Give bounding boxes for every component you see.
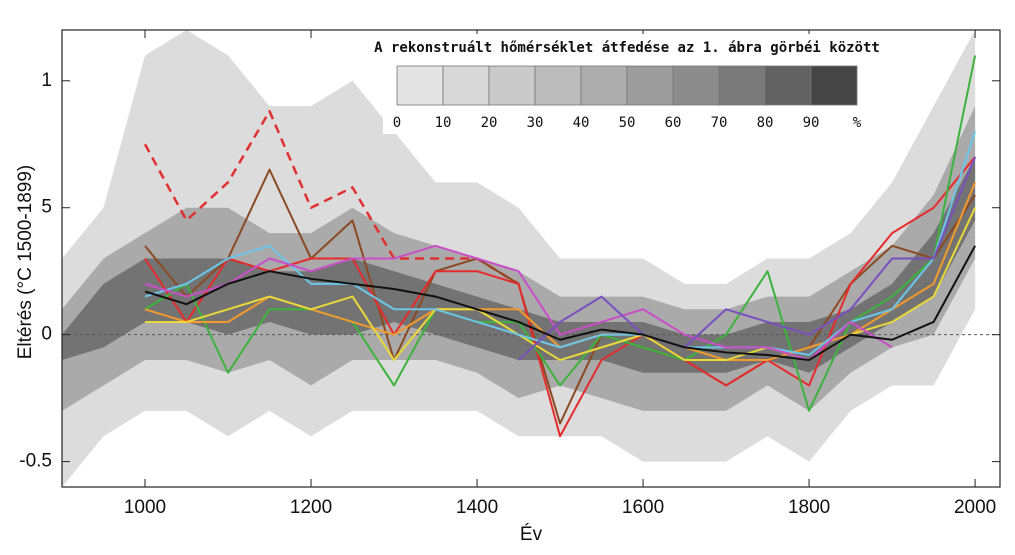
colorbar-box [764, 65, 812, 106]
colorbar-tick-label: 50 [619, 115, 636, 131]
colorbar-box [534, 65, 582, 106]
series-line [143, 109, 520, 285]
colorbar-tick-label: 30 [527, 115, 544, 131]
series-line [144, 168, 976, 425]
colorbar-box [718, 65, 766, 106]
series-line [144, 244, 893, 362]
colorbar-box [396, 65, 444, 106]
colorbar-box [626, 65, 674, 106]
x-tick-label: 1000 [124, 497, 166, 518]
y-tick-label: 5 [41, 197, 52, 218]
overlap-band [62, 156, 976, 373]
y-axis-label: Eltérés (°C 1500-1899) [15, 165, 36, 360]
x-tick-label: 1600 [622, 497, 664, 518]
colorbar: A rekonstruált hőmérséklet átfedése az 1… [374, 34, 880, 134]
series-line [517, 156, 977, 361]
x-tick-label: 1200 [290, 497, 332, 518]
plot-frame [61, 29, 1001, 488]
colorbar-unit: % [853, 115, 862, 131]
x-tick-label: 1400 [456, 497, 498, 518]
colorbar-tick-label: 10 [435, 115, 452, 131]
y-tick-label: -0.5 [19, 451, 52, 472]
y-tick-label: 1 [41, 70, 52, 91]
x-tick-label: 2000 [954, 497, 996, 518]
colorbar-tick-label: 60 [665, 115, 682, 131]
y-tick-label: 0 [41, 324, 52, 345]
series-line [144, 131, 977, 356]
colorbar-tick-label: 40 [573, 115, 590, 131]
colorbar-tick-label: 20 [481, 115, 498, 131]
colorbar-tick-label: 90 [803, 115, 820, 131]
series-line [144, 245, 976, 362]
colorbar-tick-label: 80 [757, 115, 774, 131]
colorbar-box [810, 65, 858, 106]
colorbar-box [442, 65, 490, 106]
colorbar-box [672, 65, 720, 106]
x-axis-label: Év [520, 524, 543, 545]
series-line [144, 55, 977, 412]
colorbar-box [580, 65, 628, 106]
plot-area [62, 30, 1000, 487]
colorbar-tick-label: 0 [393, 115, 401, 131]
x-tick-label: 1800 [788, 497, 830, 518]
colorbar-title: A rekonstruált hőmérséklet átfedése az 1… [374, 40, 880, 56]
colorbar-box [488, 65, 536, 106]
colorbar-tick-label: 70 [711, 115, 728, 131]
